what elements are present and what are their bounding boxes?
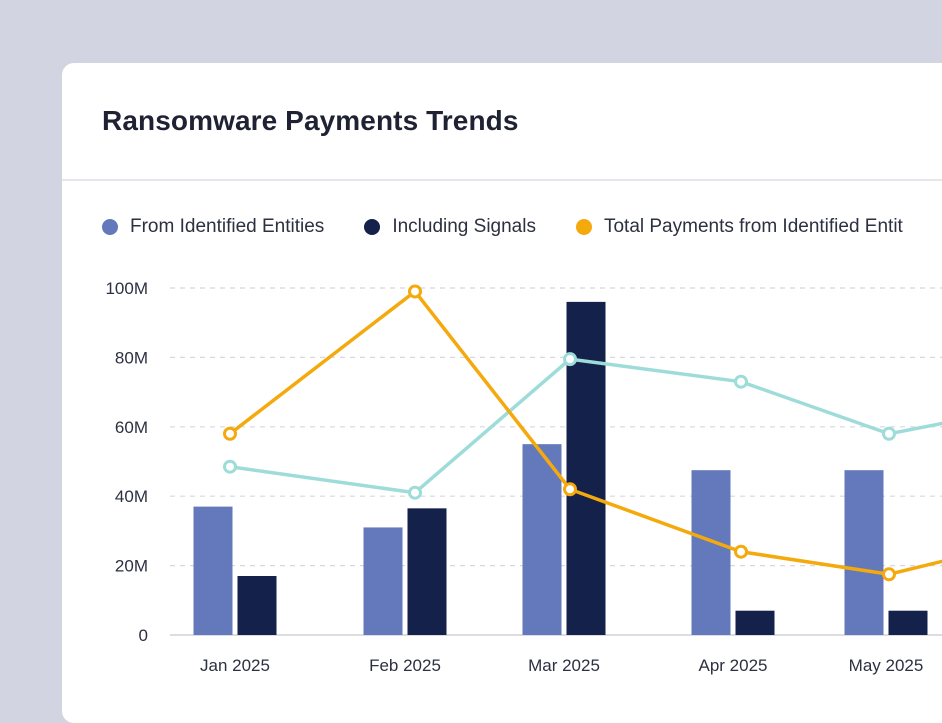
- y-tick-label: 0: [139, 626, 148, 645]
- y-tick-label: 20M: [115, 557, 148, 576]
- legend-label-total-payments: Total Payments from Identified Entit: [603, 216, 903, 237]
- legend-label-from-identified: From Identified Entities: [130, 216, 325, 237]
- x-tick-label: Apr 2025: [699, 656, 768, 675]
- card-header: Ransomware Payments Trends: [62, 63, 942, 181]
- y-tick-label: 40M: [115, 487, 148, 506]
- legend-label-including-signals: Including Signals: [392, 216, 536, 237]
- x-tick-label: Mar 2025: [528, 656, 600, 675]
- chart-plot: 0 20M 40M 60M 80M 100M Jan 2025 Feb 2025 Mar 202…: [105, 279, 942, 675]
- line-point: [563, 352, 577, 367]
- line-point: [882, 567, 896, 582]
- bar: [193, 506, 233, 635]
- line-point: [223, 426, 237, 441]
- bar: [407, 508, 447, 635]
- y-tick-label: 100M: [105, 279, 148, 298]
- legend-item-from-identified[interactable]: From Identified Entities: [102, 216, 324, 238]
- line-point: [408, 284, 422, 299]
- line-point: [223, 459, 237, 474]
- bar: [566, 301, 606, 635]
- bar: [522, 444, 562, 635]
- chart-legend: From Identified Entities Including Signa…: [102, 216, 942, 238]
- legend-item-total-payments[interactable]: Total Payments from Identified Entit: [575, 216, 903, 238]
- line-point: [408, 485, 422, 500]
- line-point: [563, 482, 577, 497]
- legend-swatch-total-payments: [575, 219, 592, 235]
- y-tick-label: 80M: [115, 348, 148, 367]
- bar: [844, 470, 884, 635]
- bar: [888, 610, 928, 635]
- chart-title: Ransomware Payments Trends: [102, 105, 519, 136]
- line-point: [882, 426, 896, 441]
- bar: [735, 610, 775, 635]
- y-tick-label: 60M: [115, 418, 148, 437]
- x-tick-label: May 2025: [849, 656, 924, 675]
- x-tick-label: Jan 2025: [200, 656, 270, 675]
- line-point: [734, 374, 748, 389]
- x-tick-label: Feb 2025: [369, 656, 441, 675]
- bar: [237, 576, 277, 635]
- legend-swatch-from-identified: [102, 219, 118, 235]
- line-point: [734, 544, 748, 559]
- bar: [363, 527, 403, 635]
- bar: [691, 470, 731, 635]
- legend-swatch-including-signals: [364, 219, 381, 235]
- legend-item-including-signals[interactable]: Including Signals: [364, 216, 536, 238]
- series-line: [228, 289, 942, 577]
- series-line: [228, 357, 942, 495]
